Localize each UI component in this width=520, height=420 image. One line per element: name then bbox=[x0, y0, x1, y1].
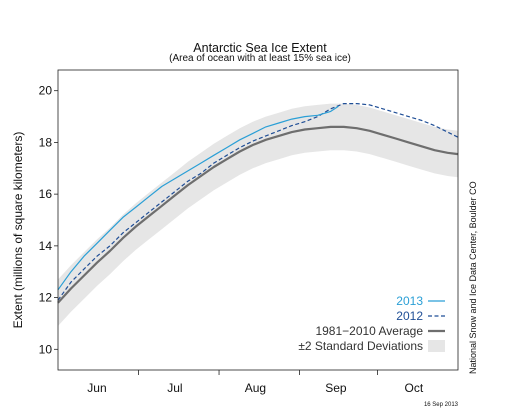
y-tick-label-18: 18 bbox=[39, 135, 53, 149]
month-label-aug: Aug bbox=[245, 381, 266, 395]
line-2012 bbox=[57, 102, 459, 301]
legend-2012-label: 2012 bbox=[396, 309, 423, 323]
y-tick-label-12: 12 bbox=[39, 291, 53, 305]
y-tick-label-10: 10 bbox=[39, 342, 53, 356]
y-axis-label: Extent (millions of square kilometers) bbox=[11, 132, 25, 329]
legend-std-dev-swatch bbox=[428, 340, 445, 352]
chart-title: Antarctic Sea Ice Extent bbox=[193, 41, 327, 55]
line-average bbox=[57, 125, 459, 304]
legend-std-dev-label: ±2 Standard Deviations bbox=[298, 339, 423, 353]
plot-frame bbox=[57, 69, 459, 371]
month-label-sep: Sep bbox=[325, 381, 347, 395]
date-stamp: 16 Sep 2013 bbox=[423, 402, 458, 408]
month-label-jul: Jul bbox=[167, 381, 182, 395]
legend-average-label: 1981−2010 Average bbox=[315, 324, 423, 338]
chart-subtitle: (Area of ocean with at least 15% sea ice… bbox=[169, 53, 351, 64]
legend-2013-label: 2013 bbox=[396, 294, 423, 308]
std-dev-band bbox=[58, 103, 458, 326]
month-label-jun: Jun bbox=[87, 381, 106, 395]
month-label-oct: Oct bbox=[405, 381, 424, 395]
y-tick-label-20: 20 bbox=[39, 84, 53, 98]
line-2013 bbox=[57, 105, 339, 291]
y-tick-label-16: 16 bbox=[39, 187, 53, 201]
y-tick-label-14: 14 bbox=[39, 239, 53, 253]
